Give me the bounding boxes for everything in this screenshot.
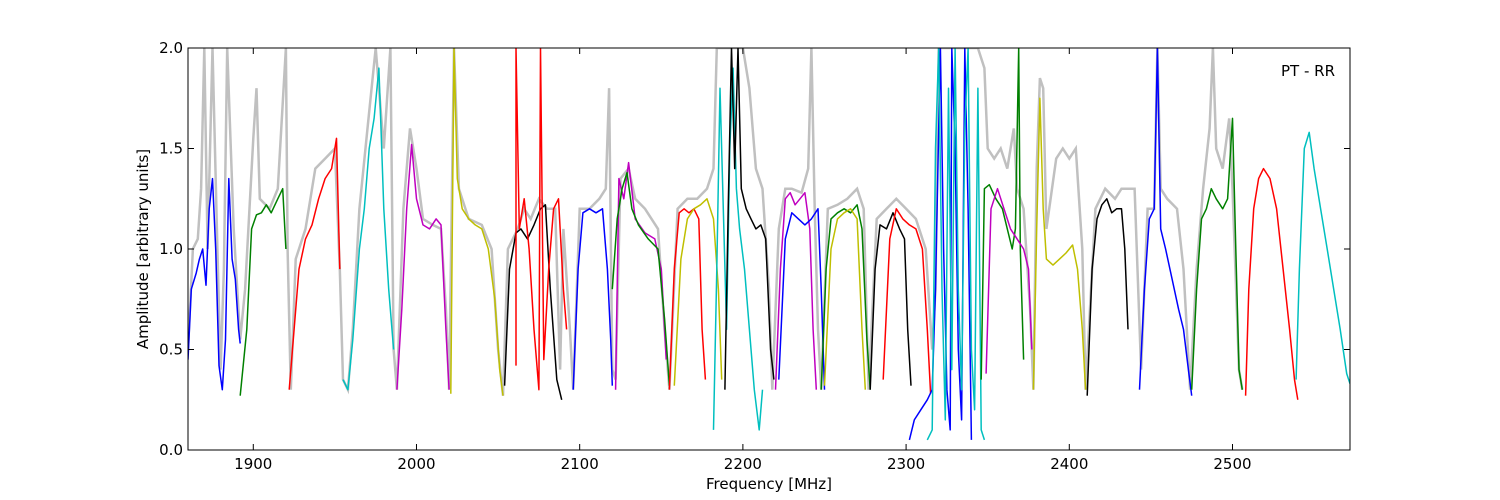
x-tick-label: 2000 xyxy=(397,455,435,473)
series-line-3 xyxy=(342,67,395,391)
series-line-15 xyxy=(774,191,818,390)
y-tick-label: 1.5 xyxy=(159,140,183,158)
plot-frame xyxy=(187,47,1351,451)
series-line-2 xyxy=(288,137,341,390)
series-line-30 xyxy=(1295,131,1350,384)
series-line-4 xyxy=(396,143,450,390)
x-axis-ticks: 1900 2000 2100 2200 2300 2400 2500 xyxy=(234,48,1252,473)
series-line-16 xyxy=(778,208,826,390)
series-line-9 xyxy=(614,161,667,390)
y-tick-label: 1.0 xyxy=(159,240,183,258)
envelope-line xyxy=(188,48,1244,396)
series-line-8 xyxy=(572,208,614,390)
series-layer xyxy=(188,48,1350,441)
series-line-1 xyxy=(239,187,287,396)
y-axis-label: Amplitude [arbitrary units] xyxy=(134,149,152,349)
series-line-24 xyxy=(985,187,1033,374)
series-line-29 xyxy=(1244,167,1299,400)
series-line-18 xyxy=(823,208,867,390)
x-tick-label: 2100 xyxy=(561,455,599,473)
series-line-23 xyxy=(980,48,1025,380)
x-tick-label: 2500 xyxy=(1213,455,1251,473)
envelope-layer xyxy=(188,48,1244,396)
x-tick-label: 2300 xyxy=(887,455,925,473)
series-line-5 xyxy=(450,48,504,396)
series-line-25 xyxy=(1032,97,1087,390)
series-line-28 xyxy=(1190,117,1244,390)
series-line-22 xyxy=(926,48,986,441)
y-axis-ticks: 0.0 0.5 1.0 1.5 2.0 xyxy=(159,39,1350,459)
series-line-6 xyxy=(503,204,563,400)
series-line-26 xyxy=(1086,198,1129,396)
y-tick-label: 2.0 xyxy=(159,39,183,57)
series-line-7 xyxy=(515,48,568,391)
x-tick-label: 1900 xyxy=(234,455,272,473)
series-line-14 xyxy=(724,48,775,390)
series-line-13 xyxy=(712,67,764,431)
y-tick-label: 0.5 xyxy=(159,341,183,359)
series-line-11 xyxy=(668,208,707,390)
y-tick-label: 0.0 xyxy=(159,441,183,459)
series-line-27 xyxy=(1138,48,1193,396)
series-line-20 xyxy=(882,208,932,394)
series-line-19 xyxy=(869,212,912,390)
x-axis-label: Frequency [MHz] xyxy=(706,475,832,493)
annotation-label: PT - RR xyxy=(1281,62,1335,80)
series-line-10 xyxy=(611,171,671,386)
series-line-0 xyxy=(188,177,241,391)
x-tick-label: 2400 xyxy=(1050,455,1088,473)
x-tick-label: 2200 xyxy=(724,455,762,473)
